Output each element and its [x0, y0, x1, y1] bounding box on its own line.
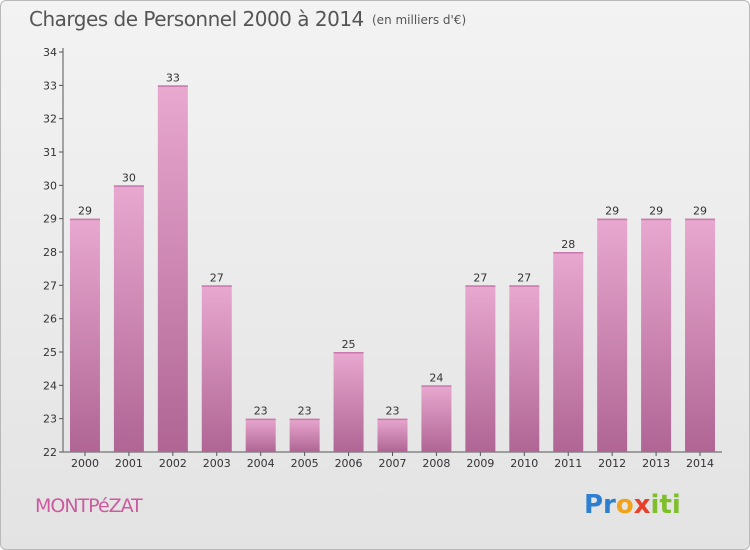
bar-2007[interactable]: [377, 418, 408, 452]
bar-top-edge: [377, 418, 408, 421]
chart-subtitle: (en milliers d'€): [372, 13, 467, 27]
bar-top-edge: [597, 218, 628, 221]
y-tick-label: 27: [43, 279, 57, 292]
y-tick-label: 26: [43, 313, 57, 326]
bar-2004[interactable]: [245, 418, 276, 452]
bar-top-edge: [113, 185, 144, 187]
commune-name: MONTPéZAT: [35, 495, 143, 517]
chart-title: Charges de Personnel 2000 à 2014: [29, 7, 364, 31]
bar-top-edge: [289, 418, 320, 421]
x-tick-label: 2001: [115, 457, 143, 470]
value-label: 27: [473, 271, 487, 284]
value-label: 29: [78, 205, 92, 218]
value-label: 24: [429, 371, 443, 384]
y-tick-label: 23: [43, 413, 57, 426]
value-label: 29: [649, 205, 663, 218]
y-tick-label: 32: [43, 113, 57, 126]
y-tick-label: 33: [43, 79, 57, 92]
y-tick-label: 24: [43, 379, 57, 392]
bar-2002[interactable]: [157, 85, 188, 452]
y-tick-label: 31: [43, 146, 57, 159]
value-label: 28: [561, 238, 575, 251]
x-tick-label: 2009: [466, 457, 494, 470]
bar-top-edge: [553, 252, 584, 254]
x-tick-label: 2008: [422, 457, 450, 470]
bar-top-edge: [685, 218, 716, 221]
y-tick-label: 25: [43, 346, 57, 359]
bar-top-edge: [69, 218, 100, 221]
bar-2000[interactable]: [69, 218, 100, 452]
y-tick-label: 34: [43, 46, 57, 59]
value-label: 23: [298, 405, 312, 418]
y-tick-label: 22: [43, 446, 57, 459]
bar-2013[interactable]: [641, 218, 672, 452]
x-tick-label: 2006: [335, 457, 363, 470]
value-label: 27: [210, 271, 224, 284]
bar-2003[interactable]: [201, 285, 232, 452]
bar-top-edge: [245, 418, 276, 421]
y-tick-label: 29: [43, 213, 57, 226]
x-tick-label: 2004: [247, 457, 275, 470]
bar-top-edge: [421, 385, 452, 387]
bar-top-edge: [201, 285, 232, 287]
bar-2008[interactable]: [421, 385, 452, 452]
value-label: 33: [166, 71, 180, 84]
x-tick-label: 2010: [510, 457, 538, 470]
value-label: 23: [254, 405, 268, 418]
value-label: 27: [517, 271, 531, 284]
value-label: 30: [122, 171, 136, 184]
x-tick-label: 2014: [686, 457, 714, 470]
value-label: 25: [342, 338, 356, 351]
x-tick-label: 2007: [379, 457, 407, 470]
x-tick-label: 2005: [291, 457, 319, 470]
bar-top-edge: [465, 285, 496, 287]
bar-2014[interactable]: [685, 218, 716, 452]
bar-2001[interactable]: [113, 185, 144, 453]
bar-2011[interactable]: [553, 252, 584, 452]
data-labels: 29 30 33 27 23 23 25 23 24 27 27 28 29 29 29: [78, 71, 707, 417]
x-tick-label: 2012: [598, 457, 626, 470]
bars: [69, 85, 716, 453]
bar-top-edge: [157, 85, 188, 87]
bar-2006[interactable]: [333, 352, 364, 452]
proxiti-logo[interactable]: Proxiti: [584, 490, 681, 520]
value-label: 23: [386, 405, 400, 418]
x-tick-label: 2013: [642, 457, 670, 470]
value-label: 29: [693, 205, 707, 218]
bar-2012[interactable]: [597, 218, 628, 452]
bar-top-edge: [641, 218, 672, 221]
x-tick-label: 2003: [203, 457, 231, 470]
x-tick-label: 2000: [71, 457, 99, 470]
axes: 22 23 24 25 26 27 28 29 30 31 32 33 34 2000 2001 2002 20…: [43, 46, 722, 470]
y-tick-label: 30: [43, 179, 57, 192]
bar-top-edge: [509, 285, 540, 287]
x-tick-label: 2011: [554, 457, 582, 470]
x-tick-label: 2002: [159, 457, 187, 470]
bar-top-edge: [333, 352, 364, 354]
bar-2009[interactable]: [465, 285, 496, 452]
value-label: 29: [605, 205, 619, 218]
bar-2005[interactable]: [289, 418, 320, 452]
y-tick-label: 28: [43, 246, 57, 259]
bar-2010[interactable]: [509, 285, 540, 452]
